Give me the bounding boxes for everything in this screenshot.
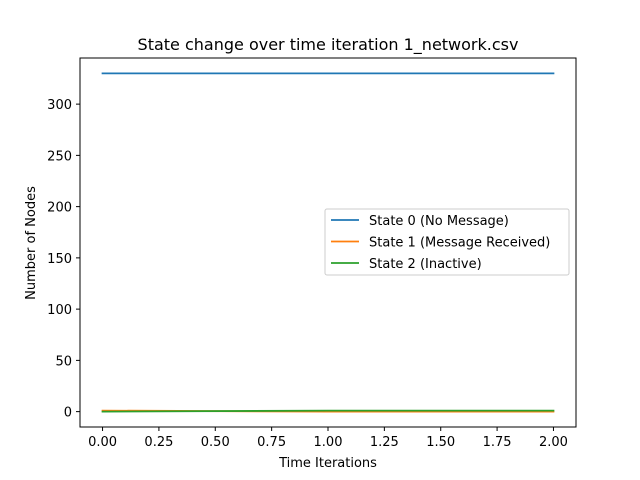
series-lines bbox=[101, 72, 555, 413]
y-tick-label: 100 bbox=[47, 303, 72, 318]
chart-title: State change over time iteration 1_netwo… bbox=[138, 35, 519, 55]
legend: State 0 (No Message) State 1 (Message Rec… bbox=[324, 208, 570, 276]
x-tick-label: 0.00 bbox=[88, 435, 117, 450]
x-tick-label: 0.75 bbox=[257, 435, 286, 450]
legend-label: State 0 (No Message) bbox=[369, 214, 509, 229]
x-tick-label: 0.50 bbox=[201, 435, 230, 450]
x-tick-label: 0.25 bbox=[144, 435, 173, 450]
y-tick-label: 200 bbox=[47, 201, 72, 216]
y-axis-title: Number of Nodes bbox=[24, 186, 39, 300]
y-tick-label: 150 bbox=[47, 252, 72, 267]
x-tick-label: 1.00 bbox=[314, 435, 343, 450]
y-axis: 0 50 100 150 200 250 300 bbox=[47, 98, 80, 421]
x-tick-label: 1.25 bbox=[370, 435, 399, 450]
x-tick-label: 1.50 bbox=[426, 435, 455, 450]
y-tick-label: 250 bbox=[47, 149, 72, 164]
series-line-state-2 bbox=[101, 409, 555, 413]
y-tick-label: 0 bbox=[64, 406, 72, 421]
legend-label: State 2 (Inactive) bbox=[369, 257, 482, 272]
legend-label: State 1 (Message Received) bbox=[369, 236, 550, 251]
legend-box bbox=[324, 208, 570, 276]
plot-frame bbox=[79, 57, 577, 428]
x-tick-label: 2.00 bbox=[539, 435, 568, 450]
y-tick-label: 300 bbox=[47, 98, 72, 113]
x-axis: 0.00 0.25 0.50 0.75 1.00 1.25 1.50 1.75 2.00 bbox=[88, 427, 568, 450]
x-axis-title: Time Iterations bbox=[278, 456, 377, 471]
x-tick-label: 1.75 bbox=[483, 435, 512, 450]
y-tick-label: 50 bbox=[55, 354, 72, 369]
